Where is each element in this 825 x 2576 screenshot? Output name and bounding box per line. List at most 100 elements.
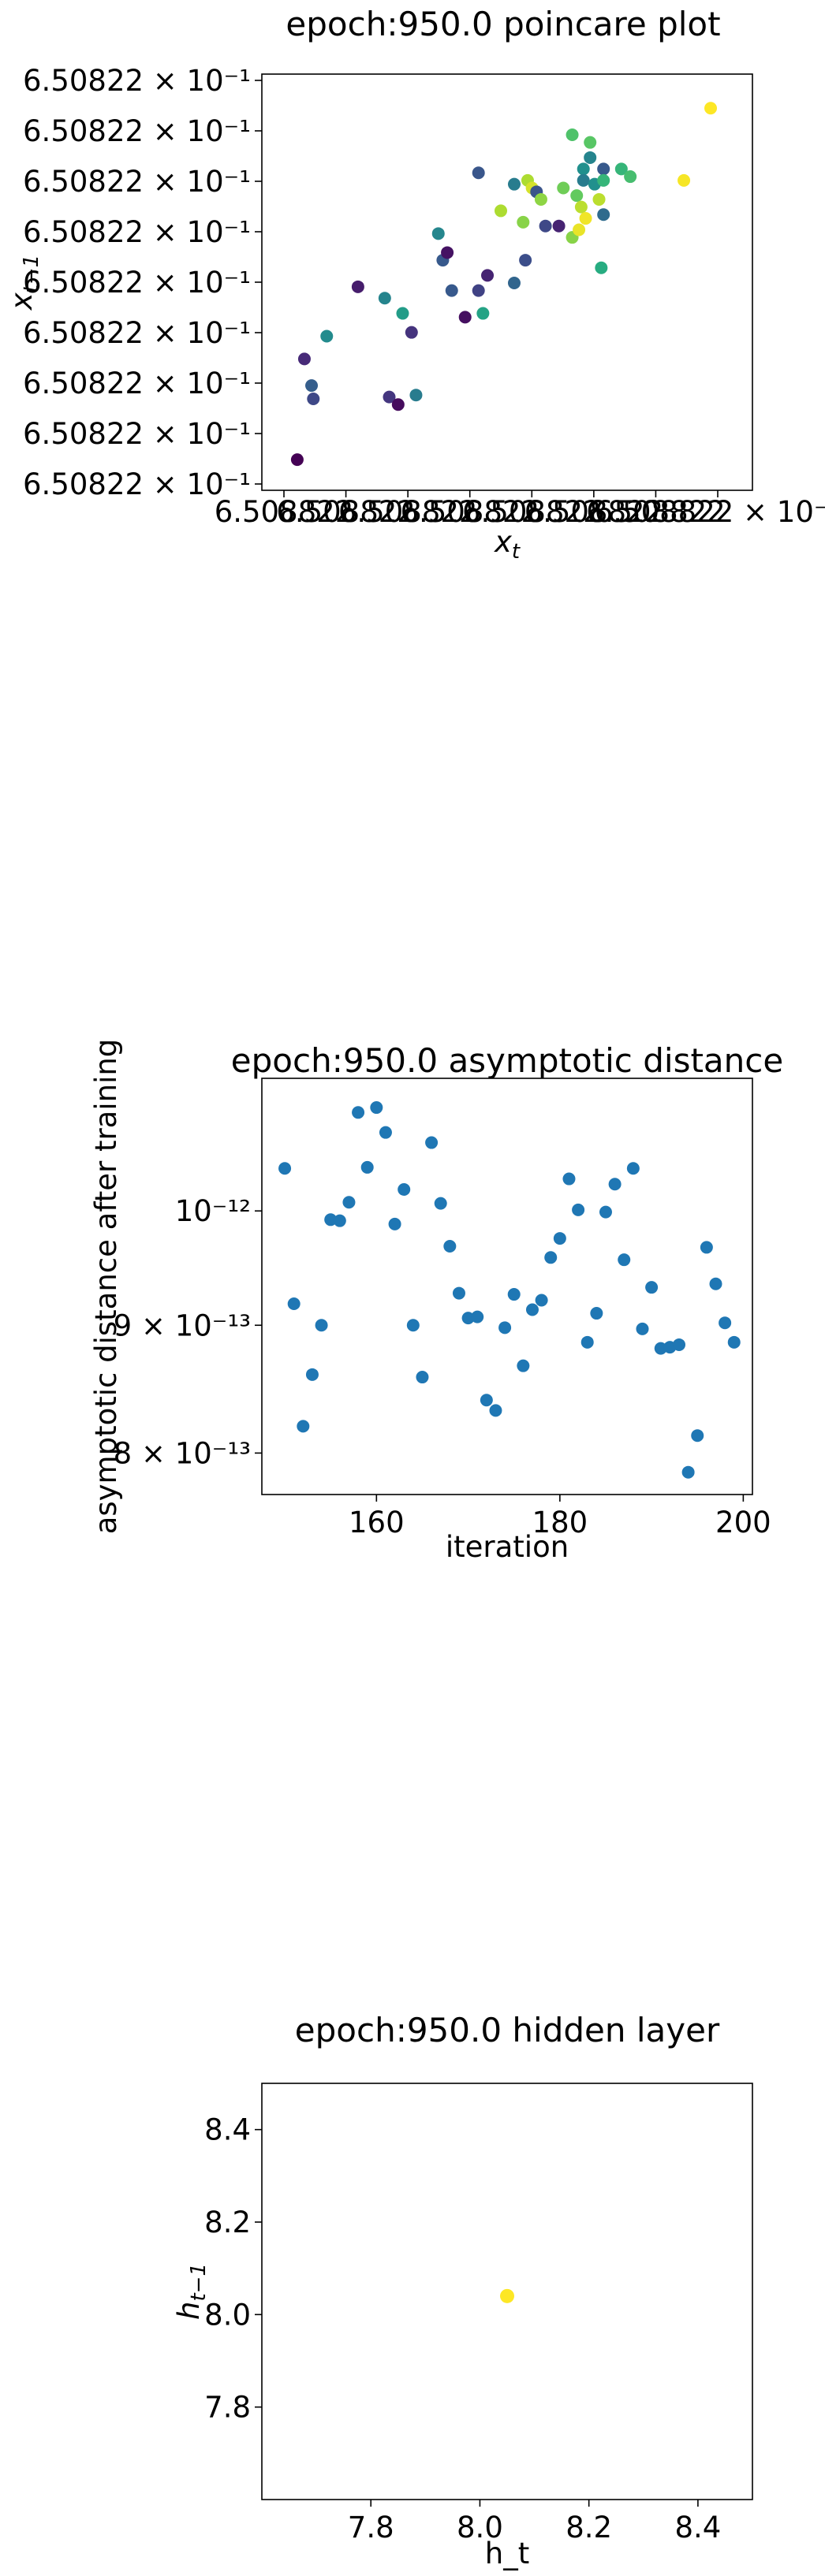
hidden-layer-x-axis-label: h_t [485,2537,529,2570]
hidden-layer-point [500,2288,514,2303]
poincare-point [507,177,521,191]
poincare-points [290,102,718,467]
poincare-point [597,208,610,221]
asymptotic-y-axis-label: asymptotic distance after training [89,1039,123,1535]
poincare-x-tick-label: 6.508822 [276,495,416,529]
asymptotic-point [498,1321,512,1335]
poincare-chart: epoch:950.0 poincare plot 6.50822 × 10⁻¹… [5,5,825,564]
asymptotic-point [691,1429,704,1442]
asymptotic-point [471,1310,484,1323]
asymptotic-point [599,1205,612,1219]
hidden-layer-y-tick-label: 8.2 [204,2206,251,2239]
poincare-point [507,277,521,289]
poincare-point [597,173,610,187]
hidden-layer-y-axis-label: ht−1 [172,2263,211,2320]
poincare-point [678,173,691,187]
asymptotic-chart: epoch:950.0 asymptotic distance 8 × 10⁻¹… [89,1039,783,1564]
hidden-layer-chart: epoch:950.0 hidden layer 7.8 8.0 8.2 8.4 7.… [172,2011,753,2570]
hidden-layer-plot-area [261,2083,753,2500]
poincare-point [383,390,396,404]
asymptotic-point [297,1420,310,1433]
poincare-point [597,162,610,176]
asymptotic-point [360,1160,374,1174]
hidden-layer-y-tick-label: 8.0 [204,2298,251,2332]
poincare-point [495,204,507,218]
asymptotic-point [580,1335,594,1349]
poincare-point [552,219,566,233]
poincare-x-tick-label: 6.508822 [462,495,602,529]
poincare-y-tick-label: 6.50822 × 10⁻¹ [23,114,251,148]
asymptotic-point [342,1196,356,1209]
asymptotic-point [719,1316,732,1330]
asymptotic-point [398,1182,411,1196]
asymptotic-plot-area [261,1078,753,1495]
hidden-layer-x-ticks: 7.8 8.0 8.2 8.4 [348,2500,721,2544]
asymptotic-points [278,1101,741,1479]
asymptotic-point [572,1203,585,1216]
asymptotic-x-tick-label: 160 [349,1506,405,1539]
poincare-plot-area [261,73,753,491]
poincare-x-tick-label: 6.508822 × 10⁻¹ [595,495,825,529]
hidden-layer-x-tick-label: 8.0 [457,2511,503,2544]
poincare-point [584,151,597,164]
asymptotic-point [636,1322,649,1335]
asymptotic-y-tick-label: 10⁻¹² [175,1194,251,1228]
poincare-title: epoch:950.0 poincare plot [286,5,720,43]
poincare-point [624,170,637,184]
asymptotic-point [324,1213,338,1227]
asymptotic-point [388,1217,401,1230]
poincare-x-tick-label: 6.508822 [586,495,726,529]
asymptotic-point [544,1251,558,1264]
hidden-layer-y-ticks: 7.8 8.0 8.2 8.4 [204,2113,262,2425]
asymptotic-point [672,1338,685,1351]
poincare-x-tick-label: 6.508822 [524,495,664,529]
poincare-point [574,200,588,214]
poincare-point [539,219,552,233]
poincare-point [472,284,485,297]
poincare-point [290,453,304,467]
asymptotic-x-axis-label: iteration [446,1530,569,1564]
asymptotic-point [480,1394,493,1407]
asymptotic-point [562,1172,576,1186]
poincare-y-tick-label: 6.50822 × 10⁻¹ [23,266,251,300]
poincare-x-axis-label: xt [494,525,521,564]
poincare-point [579,212,592,225]
asymptotic-point [352,1106,365,1119]
asymptotic-point [443,1240,457,1253]
poincare-point [577,162,590,176]
poincare-point [481,269,495,282]
poincare-point [595,261,608,274]
poincare-point [517,215,530,229]
poincare-x-tick-label: 6.508822 [338,495,478,529]
asymptotic-point [525,1303,539,1316]
asymptotic-point [379,1126,392,1139]
poincare-point [391,398,405,411]
hidden-layer-x-tick-label: 8.2 [566,2511,612,2544]
asymptotic-point [287,1297,301,1311]
poincare-point [445,284,458,297]
poincare-x-tick-label: 6.508822 [400,495,539,529]
poincare-point [566,128,579,142]
asymptotic-point [626,1162,640,1175]
asymptotic-point [305,1368,319,1381]
asymptotic-point [700,1241,713,1254]
asymptotic-point [535,1294,548,1307]
poincare-point [405,326,418,339]
hidden-layer-title: epoch:950.0 hidden layer [295,2011,720,2049]
asymptotic-y-ticks: 8 × 10⁻¹³ 9 × 10⁻¹³ 10⁻¹² [114,1194,262,1470]
asymptotic-point [406,1319,420,1332]
hidden-layer-x-tick-label: 8.4 [674,2511,721,2544]
poincare-x-ticks: 6.5088226.5088226.5088226.5088226.508822… [215,490,825,529]
hidden-layer-y-tick-label: 8.4 [204,2113,251,2147]
asymptotic-y-tick-label: 9 × 10⁻¹³ [114,1308,251,1342]
asymptotic-point [517,1359,530,1372]
poincare-point [592,192,606,206]
asymptotic-point [645,1281,659,1294]
asymptotic-x-tick-label: 200 [715,1506,771,1539]
poincare-y-ticks: 6.50822 × 10⁻¹ 6.50822 × 10⁻¹ 6.50822 × 10… [23,64,262,501]
hidden-layer-points [500,2288,514,2303]
poincare-y-tick-label: 6.50822 × 10⁻¹ [23,316,251,350]
asymptotic-x-tick-label: 180 [532,1506,588,1539]
asymptotic-point [590,1307,603,1320]
